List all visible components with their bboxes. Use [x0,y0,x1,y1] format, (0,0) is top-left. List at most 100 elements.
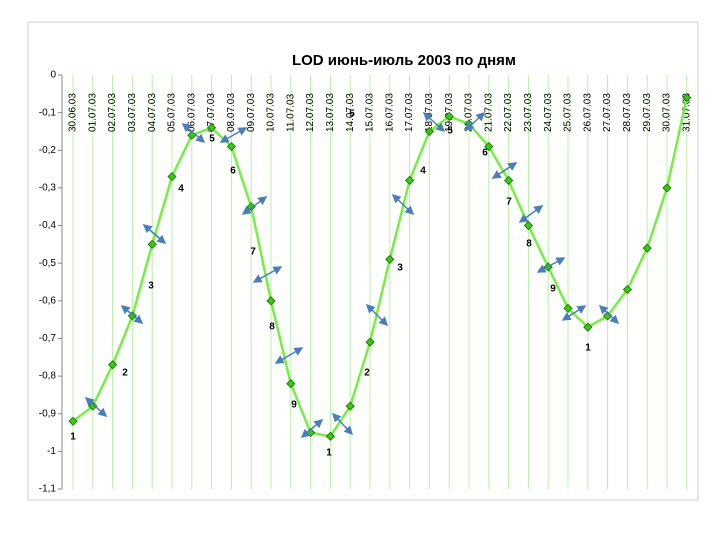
arrow [561,305,587,321]
arrow [365,303,389,327]
data-marker [405,175,415,185]
data-marker [286,379,296,389]
y-tick-label: -0,1 [39,107,57,118]
annotation: 7 [250,247,256,258]
arrow [274,347,304,364]
arrow [241,196,268,215]
y-tick-label: -0,2 [39,145,57,156]
arrow [252,266,283,283]
annotation: 1 [326,448,332,459]
y-tick-label: -1,1 [39,484,57,495]
y-tick-label: -1 [47,446,56,457]
x-tick-label: 16.07.03 [384,93,395,132]
arrow [142,224,167,244]
x-tick-label: 04.07.03 [147,93,158,132]
annotation: 4 [178,184,184,195]
x-tick-label: 09.07.03 [246,93,257,132]
x-tick-label: 10.07.03 [266,93,277,132]
arrow [391,193,415,216]
data-marker [622,284,632,295]
chart-title: LOD июнь-июль 2003 по дням [292,52,516,69]
x-tick-label: 25.07.03 [563,93,574,132]
annotation: 9 [550,284,556,295]
arrow [422,111,446,133]
x-tick-label: 03.07.03 [127,93,138,132]
annotation: 8 [526,239,532,250]
y-tick-label: -0,9 [39,408,57,419]
data-marker [662,183,672,193]
x-tick-label: 18.07.03 [424,93,435,132]
annotation: 3 [397,263,403,274]
arrow [300,419,324,438]
chart-border [27,21,699,501]
annotation: 4 [420,166,426,177]
x-tick-label: 12.07.03 [305,93,316,132]
y-tick-label: 0 [50,70,56,81]
x-tick-label: 06.07.03 [186,93,197,132]
x-tick-label: 07.07.03 [206,93,217,132]
y-tick-label: -0,4 [39,220,57,231]
x-tick-label: 21.07.03 [483,93,494,132]
annotation: 6 [230,166,236,177]
arrow [598,304,620,325]
x-tick-label: 08.07.03 [226,93,237,132]
line-series [72,97,689,438]
x-tick-label: 14.07.03 [345,93,356,132]
x-tick-label: 26.07.03 [582,93,593,132]
x-tick-label: 22.07.03 [503,93,514,132]
annotation: 2 [122,368,128,379]
x-tick-label: 23.07.03 [523,93,534,132]
x-tick-label: 05.07.03 [167,93,178,132]
y-tick-label: -0,8 [39,371,57,382]
data-marker [266,296,276,306]
x-tick-label: 13.07.03 [325,93,336,132]
arrow [120,305,144,324]
annotation: 5 [349,109,355,120]
x-tick-label: 11.07.03 [285,93,296,132]
x-tick-label: 15.07.03 [365,93,376,132]
arrow [518,205,544,223]
arrow [181,123,206,143]
annotation: 8 [269,322,275,333]
arrow [491,162,518,179]
annotation: 2 [364,368,370,379]
x-tick-label: 24.07.03 [543,93,554,132]
annotation: 3 [148,281,154,292]
data-marker [108,360,118,370]
arrow [536,257,566,273]
data-marker [68,416,78,426]
data-marker [444,111,454,121]
x-tick-label: 30.07.03 [662,93,673,132]
annotation: 1 [70,432,76,443]
y-tick-label: -0,7 [39,333,57,344]
annotation: 5 [209,134,215,145]
data-marker [226,141,236,152]
data-marker [167,172,177,182]
data-marker [207,123,217,133]
annotation: 7 [506,197,512,208]
x-tick-label: 01.07.03 [87,93,98,132]
y-tick-label: -0,6 [39,295,57,306]
x-tick-label: 17.07.03 [404,93,415,132]
arrow [464,111,486,132]
annotation: 6 [482,148,488,159]
data-marker [385,254,395,264]
x-tick-label: 30.06.03 [68,93,79,132]
annotation: 1 [585,343,591,354]
arrow [219,127,248,143]
data-marker [365,337,375,347]
annotation: 9 [291,400,297,411]
data-marker [583,322,593,332]
data-marker [682,93,692,103]
arrow [331,412,354,436]
data-marker [484,141,494,152]
x-tick-label: 28.07.03 [622,93,633,132]
data-marker [345,401,355,411]
data-marker [523,220,533,231]
annotation: 5 [447,126,453,137]
y-tick-label: -0,3 [39,183,57,194]
arrow [84,396,108,418]
y-tick-label: -0,5 [39,258,57,269]
x-tick-label: 02.07.03 [107,93,118,132]
